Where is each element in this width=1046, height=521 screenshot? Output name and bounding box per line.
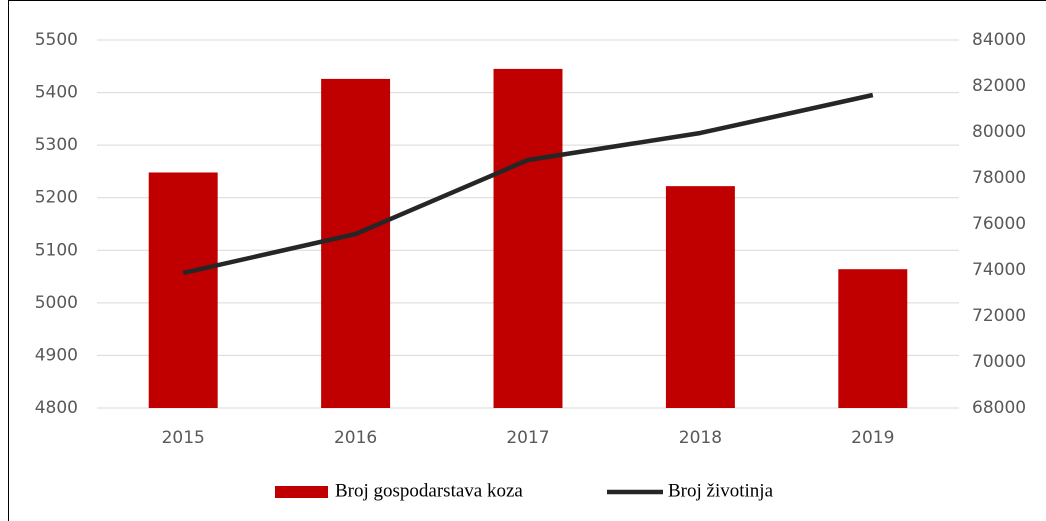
legend-swatch — [275, 486, 328, 498]
bar — [838, 269, 908, 408]
bar — [665, 186, 735, 408]
y2-tick-label: 72000 — [972, 306, 1026, 326]
legend-label: Broj gospodarstava koza — [335, 480, 523, 501]
y-tick-label: 5000 — [35, 293, 78, 313]
y2-tick-label: 76000 — [972, 214, 1026, 234]
bar — [148, 172, 218, 408]
y-tick-label: 4900 — [35, 345, 78, 365]
y2-tick-label: 80000 — [972, 122, 1026, 142]
y2-tick-label: 74000 — [972, 260, 1026, 280]
x-tick-label: 2019 — [851, 428, 894, 448]
line — [182, 92, 874, 276]
y2-tick-label: 84000 — [972, 30, 1026, 50]
legend-label: Broj životinja — [668, 480, 774, 501]
y2-tick-label: 68000 — [972, 398, 1026, 418]
y-tick-label: 4800 — [35, 398, 78, 418]
y-tick-label: 5300 — [35, 135, 78, 155]
y-tick-label: 5200 — [35, 188, 78, 208]
x-tick-label: 2015 — [162, 428, 205, 448]
x-tick-label: 2017 — [506, 428, 549, 448]
bar — [493, 68, 563, 409]
y-tick-label: 5400 — [35, 83, 78, 103]
y-tick-label: 5100 — [35, 240, 78, 260]
chart-border — [8, 0, 1046, 521]
y2-tick-label: 78000 — [972, 168, 1026, 188]
x-tick-label: 2018 — [679, 428, 722, 448]
y2-tick-label: 70000 — [972, 352, 1026, 372]
y2-tick-label: 82000 — [972, 76, 1026, 96]
y-tick-label: 5500 — [35, 30, 78, 50]
bar — [321, 78, 391, 408]
x-tick-label: 2016 — [334, 428, 377, 448]
